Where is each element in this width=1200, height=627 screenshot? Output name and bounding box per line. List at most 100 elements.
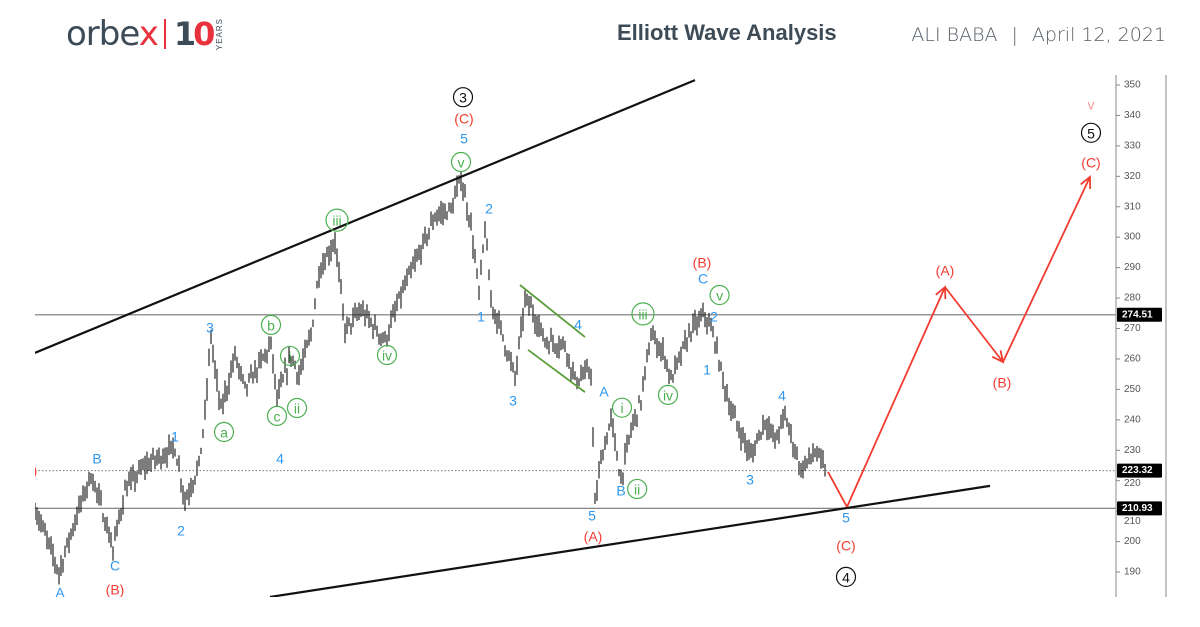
wave-label: 5 bbox=[460, 130, 468, 146]
wave-label-circle bbox=[452, 87, 474, 108]
wave-label-group: 3 bbox=[509, 393, 517, 409]
wave-label: 5 bbox=[1087, 125, 1095, 141]
wave-label-circle bbox=[611, 397, 633, 418]
wave-label: 4 bbox=[574, 316, 582, 332]
wave-label: (A) bbox=[936, 262, 955, 278]
instrument-name: ALI BABA bbox=[911, 24, 998, 46]
wave-label-group: 1 bbox=[171, 428, 179, 444]
wave-label-group: B bbox=[92, 450, 101, 466]
wave-label: v bbox=[1088, 96, 1095, 112]
wave-label-circle bbox=[325, 208, 349, 232]
wave-label-group: 4 bbox=[574, 316, 582, 332]
wave-label-group: iii bbox=[325, 208, 349, 232]
wave-label: 2 bbox=[485, 200, 493, 216]
wave-label: 3 bbox=[459, 90, 467, 106]
wave-label-group: 5 bbox=[842, 509, 850, 525]
trendline bbox=[519, 284, 586, 338]
wave-label: (C) bbox=[836, 537, 855, 553]
wave-label-circle bbox=[450, 151, 472, 173]
wave-label-circle bbox=[631, 302, 655, 326]
wave-label-group: A bbox=[599, 383, 609, 399]
wave-label-circle bbox=[835, 566, 857, 588]
wave-label: 3 bbox=[746, 471, 754, 487]
wave-label-group: 3 bbox=[452, 87, 474, 108]
wave-label-group: i bbox=[279, 345, 301, 367]
price-levels bbox=[35, 314, 1116, 509]
wave-label-group: (B) bbox=[993, 375, 1012, 391]
wave-label: 1 bbox=[171, 428, 179, 444]
wave-label: v bbox=[458, 155, 465, 171]
wave-label-group: v bbox=[450, 151, 472, 173]
price-tag bbox=[1117, 501, 1162, 516]
wave-label-group: (A) bbox=[936, 262, 955, 278]
wave-label-group: 4 bbox=[778, 387, 786, 403]
wave-label-group: A bbox=[55, 585, 65, 597]
axis-tick-label: 260 bbox=[1124, 353, 1141, 364]
wave-label: 4 bbox=[778, 387, 786, 403]
wave-label-group: iii bbox=[631, 302, 655, 326]
wave-label: ) bbox=[33, 463, 38, 479]
wave-label: 1 bbox=[703, 362, 711, 378]
orbex-logo: orbex 10 YEARS bbox=[66, 14, 224, 54]
projection-segment bbox=[944, 286, 1004, 363]
analysis-date: April 12, 2021 bbox=[1031, 24, 1166, 46]
wave-label-group: iv bbox=[657, 384, 679, 405]
projection-segment bbox=[846, 286, 946, 508]
wave-label-group: 2 bbox=[710, 309, 718, 325]
wave-label-group: i bbox=[611, 397, 633, 418]
axis-tick-label: 250 bbox=[1124, 384, 1141, 395]
trendline bbox=[269, 484, 991, 597]
wave-label: iv bbox=[382, 348, 392, 364]
axis-tick-label: 310 bbox=[1124, 201, 1141, 212]
header: orbex 10 YEARS Elliott Wave Analysis ALI… bbox=[0, 0, 1200, 70]
wave-label: ii bbox=[634, 481, 640, 497]
wave-label: a bbox=[220, 425, 228, 441]
wave-label-circle bbox=[260, 314, 282, 335]
wave-label-group: (C) bbox=[1081, 155, 1100, 171]
axis-tick-label: 210 bbox=[1124, 516, 1141, 527]
wave-label: 5 bbox=[588, 508, 596, 524]
projection-segment bbox=[827, 471, 848, 508]
price-axis[interactable]: 190 200 210 220 230 240 250 260 270 280 290 300 310 3… bbox=[1115, 75, 1167, 597]
wave-label: C bbox=[698, 270, 708, 286]
wave-label-group: ii bbox=[286, 397, 308, 419]
wave-label-group: (C) bbox=[454, 110, 473, 126]
projection-path bbox=[827, 175, 1092, 508]
wave-label: C bbox=[110, 558, 120, 574]
wave-label-group: v bbox=[1088, 96, 1095, 112]
wave-label: i bbox=[620, 400, 623, 416]
axis-tick-label: 240 bbox=[1124, 414, 1141, 425]
price-tag-label: 223.32 bbox=[1122, 465, 1153, 476]
wave-label-circle bbox=[286, 397, 308, 419]
trendline bbox=[35, 79, 696, 354]
wave-label-group: C bbox=[698, 270, 708, 286]
price-tag-label: 274.51 bbox=[1122, 309, 1153, 320]
wave-label: 4 bbox=[842, 569, 850, 585]
wave-label-group: ii bbox=[627, 478, 648, 500]
wave-label: v bbox=[716, 288, 723, 304]
wave-label-group: 5 bbox=[588, 508, 596, 524]
wave-label: (B) bbox=[993, 375, 1012, 391]
wave-label-circle bbox=[657, 384, 679, 405]
arrow-head-icon bbox=[1080, 175, 1092, 189]
page-title: Elliott Wave Analysis bbox=[617, 20, 837, 45]
wave-label-circle bbox=[279, 345, 301, 367]
logo-divider bbox=[163, 19, 166, 49]
wave-label-group: (A) bbox=[584, 529, 603, 545]
axis-tick-label: 200 bbox=[1124, 536, 1141, 547]
wave-label-group: C bbox=[110, 558, 120, 574]
axis-tick-label: 280 bbox=[1124, 293, 1141, 304]
axis-tick-label: 300 bbox=[1124, 232, 1141, 243]
price-bars bbox=[35, 171, 826, 585]
subtitle: ALI BABA | April 12, 2021 bbox=[911, 24, 1166, 46]
wave-label: ii bbox=[294, 400, 300, 416]
wave-label-circle bbox=[1080, 122, 1102, 143]
wave-label-group: 5 bbox=[1080, 122, 1102, 143]
wave-label-circle bbox=[709, 284, 730, 306]
wave-label: 3 bbox=[206, 319, 214, 335]
axis-tick-label: 220 bbox=[1124, 478, 1141, 489]
wave-label: (C) bbox=[1081, 155, 1100, 171]
wave-label: b bbox=[267, 317, 275, 333]
axis-tick-label: 270 bbox=[1124, 323, 1141, 334]
